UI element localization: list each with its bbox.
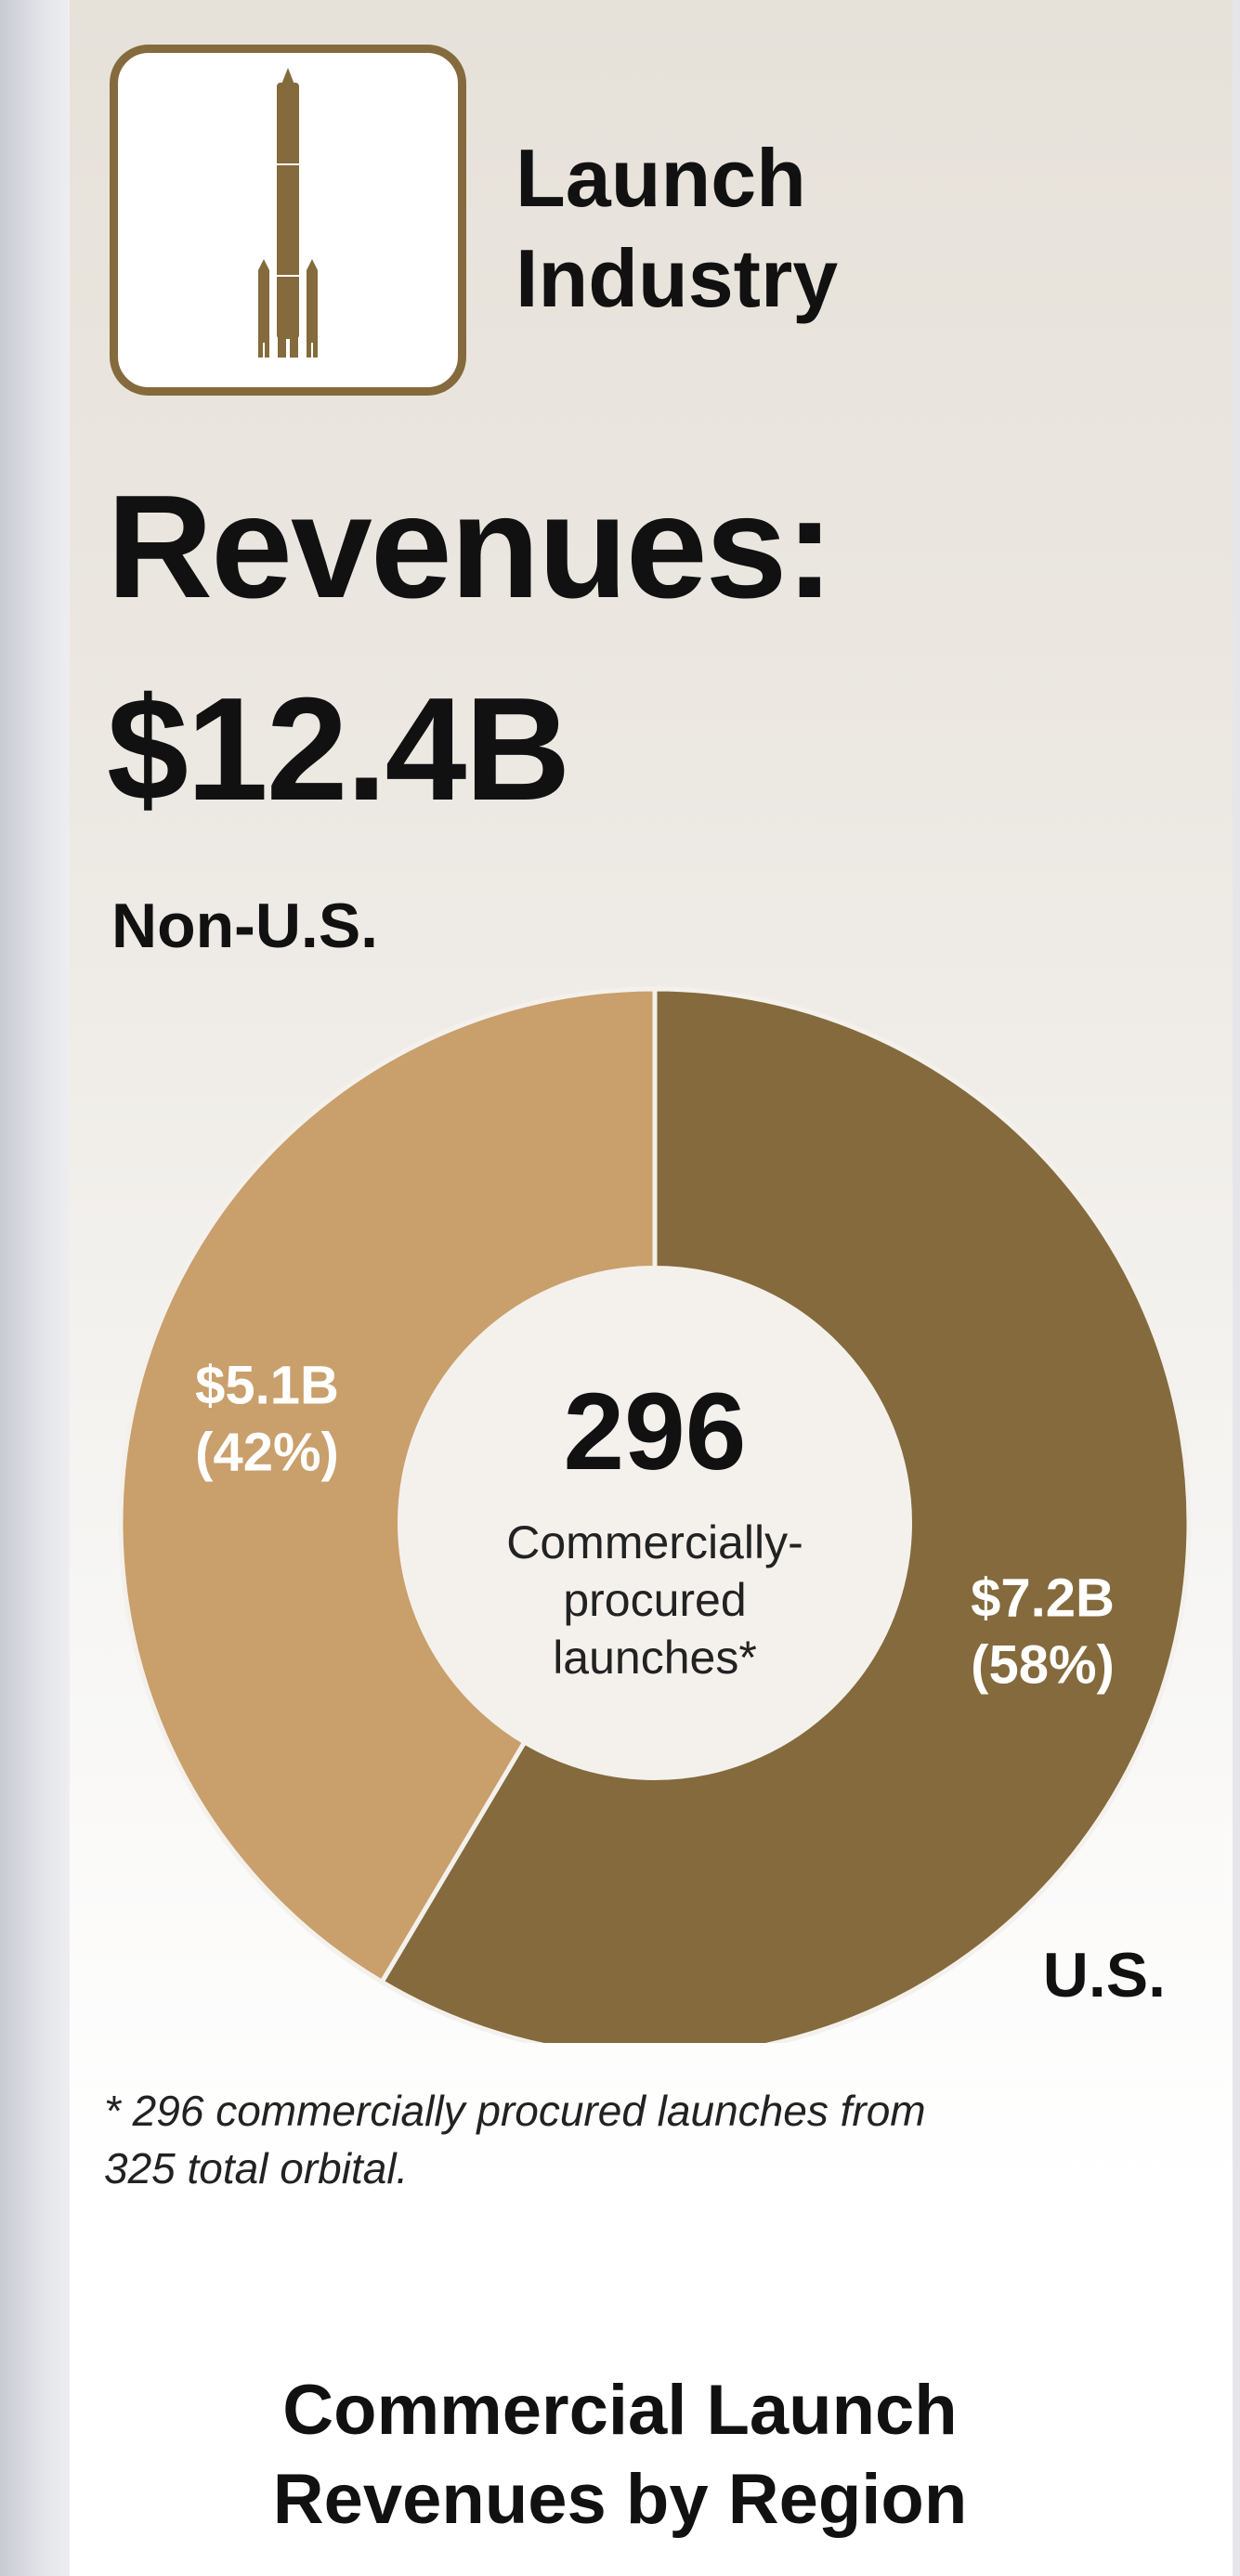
center-caption-line-2: procured — [563, 1574, 746, 1626]
footnote-line-1: * 296 commercially procured launches fro… — [104, 2087, 926, 2135]
center-caption-line-1: Commercially- — [506, 1516, 803, 1568]
left-edge-strip — [0, 0, 70, 2576]
slice-value-label: $5.1B — [195, 1355, 339, 1415]
right-edge-strip — [1233, 0, 1240, 2576]
footnote: * 296 commercially procured launches fro… — [104, 2082, 1172, 2197]
chart-subtitle: Commercial Launch Revenues by Region — [0, 2366, 1240, 2544]
revenue-total-block: Revenues: $12.4B — [107, 446, 834, 851]
heading-line-2: Industry — [516, 232, 839, 324]
subtitle-line-2: Revenues by Region — [272, 2460, 968, 2539]
rocket-icon — [258, 68, 318, 358]
donut-center-disc — [398, 1266, 912, 1780]
revenue-donut-chart: $7.2B(58%) U.S. $5.1B (42%) Non-U.S. 296 Com… — [111, 891, 1192, 2043]
footnote-line-2: 325 total orbital. — [104, 2144, 409, 2192]
revenue-total-value: $12.4B — [107, 668, 571, 831]
launch-industry-heading: Launch Industry — [516, 128, 838, 329]
rocket-icon-box — [110, 45, 466, 396]
center-caption-line-3: launches* — [553, 1632, 757, 1684]
heading-line-1: Launch — [516, 132, 806, 224]
slice-value-label: $7.2B — [971, 1568, 1115, 1629]
center-value: 296 — [564, 1371, 747, 1493]
subtitle-line-1: Commercial Launch — [282, 2371, 958, 2450]
region-label: Non-U.S. — [111, 891, 378, 961]
revenue-label: Revenues: — [107, 465, 834, 629]
slice-percent-label: (58%) — [971, 1635, 1115, 1696]
region-label: U.S. — [1043, 1940, 1166, 2010]
slice-percent-label: (42%) — [195, 1422, 339, 1482]
